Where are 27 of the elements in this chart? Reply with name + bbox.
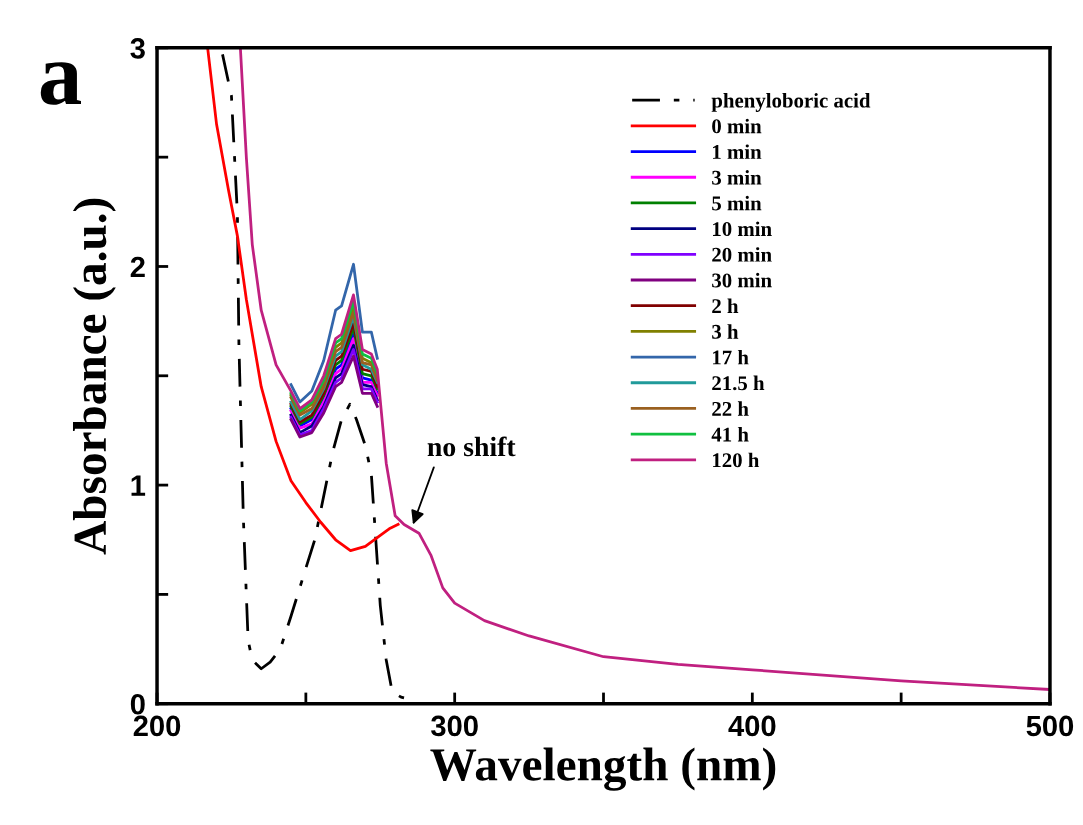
legend-label: 41 h: [711, 426, 749, 442]
legend-label: 2 h: [712, 298, 739, 313]
legend-label: 3 h: [712, 324, 739, 339]
y-tick-label: 3: [130, 38, 145, 59]
x-tick-label: 500: [1026, 715, 1074, 737]
legend-label: phenyloboric acid: [711, 92, 871, 112]
annotation: no shift: [427, 436, 516, 457]
legend-label: 30 min: [712, 272, 772, 288]
y-tick-label: 2: [130, 256, 145, 278]
legend-label: 21.5 h: [712, 375, 765, 391]
legend-label: 120 h: [713, 452, 760, 468]
legend-label: 22 h: [712, 401, 749, 416]
y-tick-label: 0: [130, 693, 145, 715]
legend-label: 3 min: [712, 170, 762, 185]
x-tick-label: 400: [728, 715, 776, 737]
x-tick-label: 300: [431, 715, 478, 737]
text: a: [40, 62, 81, 105]
y-axis-title: Absorbance (a.u.): [72, 198, 116, 555]
legend-label: 0 min: [712, 118, 762, 134]
legend-label: 1 min: [713, 144, 762, 159]
legend-label: 20 min: [712, 247, 772, 262]
legend-label: 10 min: [713, 221, 772, 237]
legend-label: 17 h: [713, 349, 749, 365]
x-tick-label: 200: [133, 715, 181, 737]
x-axis-title: Wavelength (nm): [430, 747, 776, 791]
y-tick-label: 1: [131, 475, 146, 496]
legend-label: 5 min: [712, 195, 762, 211]
